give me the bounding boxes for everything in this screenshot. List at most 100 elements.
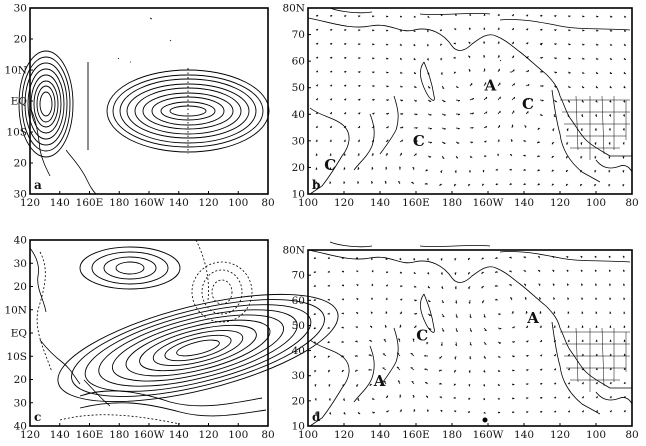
wind-vector-head: [609, 100, 612, 103]
wind-vector-head: [485, 111, 488, 114]
wind-vector-head: [370, 258, 373, 261]
y-tick-label: 40: [14, 235, 27, 247]
wind-vector-head: [399, 166, 402, 169]
wind-vector-head: [371, 166, 374, 170]
wind-vector-head: [316, 84, 319, 87]
y-tick-label: 30: [14, 258, 27, 270]
wind-vector-head: [582, 410, 584, 413]
wind-vector-head: [622, 128, 625, 131]
panel-d-label: d: [312, 410, 321, 424]
wind-vector-head: [540, 410, 543, 413]
panel-c-frame: [29, 239, 269, 427]
y-tick-label: 20: [14, 34, 27, 46]
wind-vector-head: [581, 283, 583, 286]
wind-vector-head: [526, 411, 529, 414]
wind-vector-head: [398, 181, 401, 183]
wind-vector-head: [526, 311, 528, 314]
wind-vector-head: [537, 169, 540, 172]
wind-vector-head: [623, 72, 626, 75]
wind-vector-head: [540, 354, 543, 357]
y-tick-label: 40: [292, 109, 305, 121]
wind-vector-head: [470, 141, 474, 144]
wind-vector-head: [468, 68, 471, 71]
wind-vector-head: [468, 170, 471, 173]
wind-vector-head: [595, 297, 598, 300]
wind-vector-head: [608, 142, 611, 145]
wind-vector-head: [440, 258, 443, 261]
panel-b-frame: [307, 7, 633, 195]
wind-vector-head: [513, 341, 516, 344]
x-tick-label: 100: [586, 197, 606, 209]
wind-vector-head: [457, 100, 461, 102]
wind-vector-head: [440, 72, 443, 75]
wind-vector-head: [523, 183, 526, 186]
wind-vector-head: [399, 394, 402, 397]
wind-vector-head: [385, 258, 388, 260]
wind-vector-head: [343, 412, 346, 415]
wind-vector-head: [358, 15, 361, 18]
wind-vector-head: [354, 354, 357, 357]
wind-vector-head: [527, 340, 529, 343]
wind-vector-head: [316, 70, 319, 73]
x-tick-label: 140: [370, 197, 390, 209]
wind-vector-head: [358, 57, 361, 60]
wind-vector-head: [439, 382, 442, 385]
x-tick-label: 80: [625, 197, 638, 209]
wind-vector-head: [344, 15, 347, 18]
wind-vector-head: [568, 382, 571, 385]
wind-vector-head: [316, 56, 319, 59]
wind-vector-head: [468, 370, 471, 373]
wind-vector-head: [483, 384, 486, 387]
wind-vector-head: [387, 126, 389, 129]
wind-vector-head: [330, 15, 333, 18]
x-tick-label: 140: [370, 429, 390, 441]
wind-vector-head: [540, 382, 543, 385]
wind-vector-head: [568, 396, 571, 399]
wind-vector-head: [330, 70, 333, 73]
wind-vector-head: [554, 382, 557, 385]
wind-vector-head: [440, 343, 443, 347]
wind-vector-head: [512, 384, 515, 386]
wind-vector-head: [469, 13, 472, 16]
wind-vector-head: [526, 354, 529, 357]
wind-vector-head: [453, 396, 456, 399]
wind-vector-head: [524, 283, 527, 285]
wind-vector-head: [581, 297, 584, 300]
y-tick-label: 50: [292, 82, 305, 94]
wind-vector-head: [566, 129, 569, 132]
wind-vector-head: [342, 398, 345, 401]
wind-vector-head: [327, 341, 330, 344]
x-tick-label: 120: [334, 197, 354, 209]
wind-vector-head: [553, 115, 556, 118]
wind-vector-head: [581, 115, 584, 118]
circulation-marker: C: [324, 156, 336, 174]
wind-vector-head: [387, 410, 389, 413]
wind-vector-head: [581, 101, 584, 103]
wind-vector-head: [623, 297, 626, 300]
circulation-marker: C: [416, 327, 428, 345]
wind-vector-head: [401, 139, 404, 142]
wind-vector-head: [455, 344, 457, 347]
x-tick-label: 140: [514, 197, 534, 209]
wind-vector-head: [355, 340, 358, 342]
wind-vector-head: [609, 72, 612, 75]
wind-vector-head: [387, 112, 390, 115]
wind-vector-head: [327, 326, 330, 329]
wind-vector-head: [622, 255, 625, 258]
wind-vector-head: [527, 42, 529, 45]
wind-vector-head: [384, 180, 387, 183]
wind-vector-head: [623, 311, 626, 314]
y-tick-label: 30: [14, 3, 27, 15]
wind-vector-head: [568, 368, 570, 371]
wind-vector-head: [552, 283, 555, 286]
x-tick-label: 100: [298, 429, 318, 441]
wind-vector-head: [397, 380, 401, 382]
wind-vector-head: [512, 411, 515, 414]
x-tick-label: 160W: [473, 429, 504, 441]
circulation-marker: C: [522, 95, 534, 113]
wind-vector-head: [527, 70, 530, 73]
wind-vector-head: [401, 126, 404, 129]
y-tick-label: 10S: [6, 127, 27, 139]
wind-vector-head: [541, 100, 544, 102]
